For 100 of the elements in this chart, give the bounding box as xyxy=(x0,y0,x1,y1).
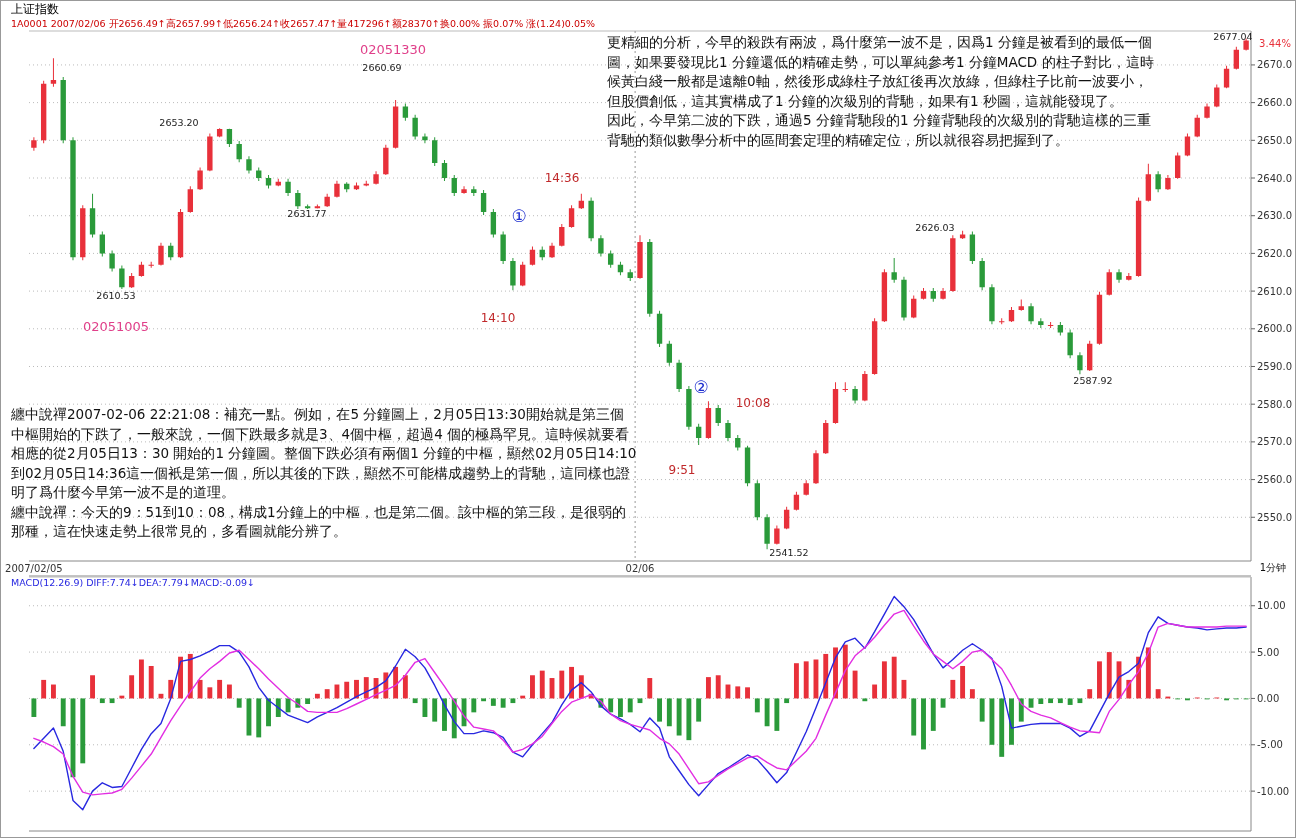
bar xyxy=(207,687,213,699)
candlestick xyxy=(461,186,467,194)
candlestick xyxy=(999,318,1005,325)
bar xyxy=(256,698,262,738)
candlestick xyxy=(793,491,800,511)
annotation: 2631.77 xyxy=(287,208,327,219)
candlestick xyxy=(930,288,936,302)
candlestick xyxy=(216,128,223,138)
bar xyxy=(285,698,291,713)
candlestick xyxy=(128,273,135,289)
text: 3.44% xyxy=(1259,38,1291,49)
candlestick xyxy=(803,480,809,496)
y-tick-label: 2620.0 xyxy=(1257,247,1292,259)
candlestick xyxy=(226,128,233,148)
y-tick-label: 2610.0 xyxy=(1257,285,1292,297)
bar xyxy=(217,679,223,699)
bar xyxy=(60,698,66,727)
chart-title: 上证指数 xyxy=(11,2,59,16)
candlestick xyxy=(1047,322,1054,329)
annotation: 14:10 xyxy=(480,311,516,325)
bar xyxy=(1087,689,1093,699)
candlestick xyxy=(256,167,262,182)
bar xyxy=(481,698,487,702)
annotation: 2587.92 xyxy=(1073,375,1113,386)
candlestick xyxy=(285,178,291,197)
annotation: 2653.20 xyxy=(159,117,199,128)
candlestick xyxy=(1096,291,1103,345)
annotation: 10:08 xyxy=(735,396,771,410)
y-tick-label: 2580.0 xyxy=(1257,398,1292,410)
candlestick xyxy=(1184,133,1191,157)
candlestick xyxy=(471,186,477,197)
candlestick xyxy=(559,224,565,247)
candlestick xyxy=(1214,84,1220,108)
annotation: 02051005 xyxy=(82,319,150,334)
candlestick xyxy=(676,359,682,393)
bar xyxy=(236,698,242,708)
candlestick xyxy=(451,175,457,197)
candlestick xyxy=(70,137,76,261)
bar xyxy=(891,656,897,699)
bar xyxy=(148,665,154,699)
bar xyxy=(715,675,721,699)
annotation: 9:51 xyxy=(668,463,696,477)
bar xyxy=(500,698,506,708)
bar xyxy=(705,677,711,699)
candlestick xyxy=(480,190,487,215)
bar xyxy=(823,653,829,699)
candlestick xyxy=(1145,163,1152,202)
candlestick xyxy=(881,269,888,323)
bar xyxy=(539,670,545,699)
candlestick xyxy=(950,235,956,292)
candlestick xyxy=(80,205,86,261)
candlestick xyxy=(1126,273,1132,281)
candlestick xyxy=(627,269,633,281)
candlestick xyxy=(373,171,379,185)
bar xyxy=(402,675,408,699)
bar xyxy=(647,678,653,699)
candlestick xyxy=(607,250,614,268)
candlestick xyxy=(500,231,506,264)
bar xyxy=(676,698,682,736)
candlestick xyxy=(920,288,927,300)
bar xyxy=(51,684,56,699)
candlestick xyxy=(813,450,819,485)
y-tick-label: 5.00 xyxy=(1257,646,1280,658)
bar xyxy=(412,698,418,704)
candlestick xyxy=(1057,322,1064,336)
bar xyxy=(1067,698,1073,705)
candlestick xyxy=(1008,306,1015,323)
bar xyxy=(921,698,926,750)
candlestick xyxy=(1018,299,1024,311)
candlestick xyxy=(158,242,164,266)
candlestick xyxy=(862,371,868,402)
candlestick xyxy=(1155,171,1161,193)
y-tick-label: -10.00 xyxy=(1257,785,1290,797)
bar xyxy=(1145,647,1151,699)
candlestick xyxy=(1028,303,1034,325)
candlestick xyxy=(246,156,252,174)
bar xyxy=(618,698,623,717)
bar xyxy=(226,684,232,699)
y-tick-label: 2640.0 xyxy=(1257,172,1292,184)
candlestick xyxy=(168,242,174,261)
bar xyxy=(266,698,271,727)
bar xyxy=(510,698,516,704)
candlestick xyxy=(764,514,770,550)
candlestick xyxy=(236,141,242,163)
y-tick-label: 2660.0 xyxy=(1257,97,1292,109)
y-tick-label: 2570.0 xyxy=(1257,436,1292,448)
annotation: 更精細的分析，今早的殺跌有兩波，爲什麼第一波不是，因爲1 分鐘是被看到的最低一個圖，如果要發現比1 分鐘還低的精確走勢，可以單純參考1 分鐘MACD 的柱子對比，這時候黃白綫一般都是遠離0軸，然後形成綠柱子放紅後再次放綠，但綠柱子比前一波要小，但股價創低，這其實構成了1 分鐘的次級別的背馳，如果有1 秒圖，這就能發現了。 xyxy=(607,33,1155,111)
text: 1分钟 xyxy=(1259,562,1287,573)
bar xyxy=(471,698,477,713)
bar xyxy=(960,665,966,699)
bar xyxy=(305,698,311,704)
candlestick xyxy=(656,310,663,347)
y-tick-label: 2630.0 xyxy=(1257,210,1292,222)
candlestick xyxy=(432,137,438,166)
candlestick xyxy=(940,288,946,300)
bar xyxy=(745,687,750,699)
y-tick-label: 2560.0 xyxy=(1257,474,1292,486)
annotation: 14:36 xyxy=(544,171,580,185)
annotation: 因此，今早第二波的下跌，通過5 分鐘背馳段的1 分鐘背馳段的次級別的背馳這樣的三重背馳的類似數學分析中的區間套定理的精確定位，所以就很容易把握到了。 xyxy=(607,111,1152,150)
bar xyxy=(344,681,350,699)
